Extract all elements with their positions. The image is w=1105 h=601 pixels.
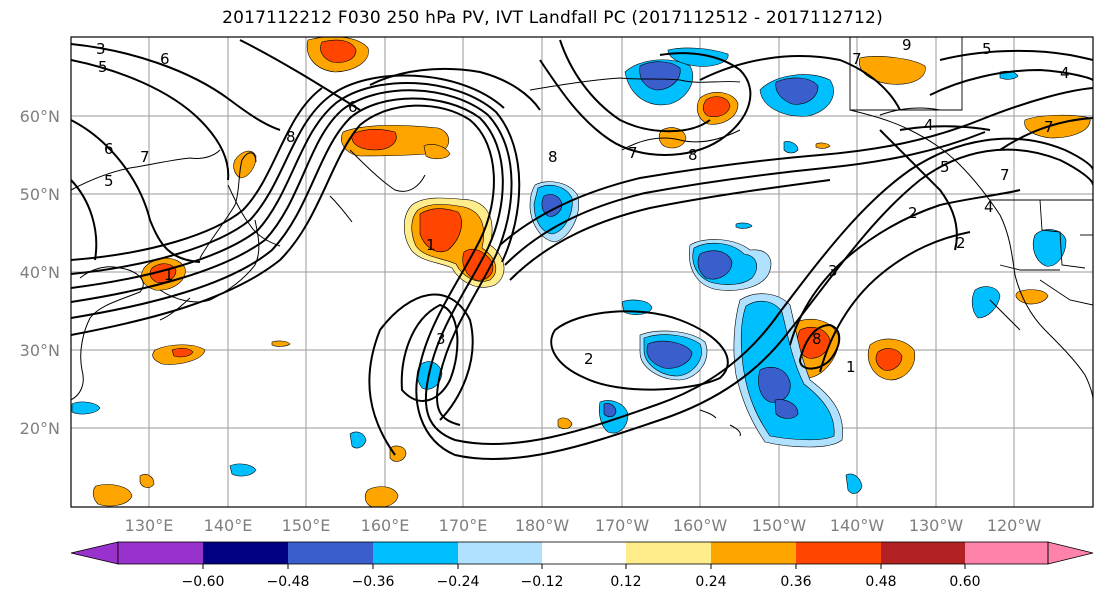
contour-label: 6 [160, 50, 170, 68]
contour-label: 4 [924, 116, 934, 134]
colorbar-tick: −0.60 [182, 574, 225, 590]
map-frame [70, 36, 1094, 508]
figure-title: 2017112212 F030 250 hPa PV, IVT Landfall… [222, 8, 883, 28]
lat-label-60n: 60°N [20, 107, 60, 126]
colorbar-bin [118, 542, 203, 564]
political-borders [849, 37, 1093, 306]
contour-label: 6 [348, 98, 358, 116]
contour-label: 1 [164, 266, 174, 284]
contour-label: 8 [812, 330, 822, 348]
colorbar-tick: 0.12 [610, 574, 641, 590]
contour-label: 5 [104, 172, 114, 190]
colorbar-bin [542, 542, 626, 564]
contour-label: 5 [982, 40, 992, 58]
colorbar-bin [965, 542, 1048, 564]
lat-label-30n: 30°N [20, 341, 60, 360]
contour-label: 4 [1060, 64, 1070, 82]
lon-label: 130°W [909, 516, 964, 535]
contour-label: 9 [902, 36, 912, 54]
lat-label-20n: 20°N [20, 419, 60, 438]
colorbar-tick: 0.60 [949, 574, 980, 590]
colorbar-bin [458, 542, 542, 564]
contour-label: 1 [426, 236, 436, 254]
colorbar-tick: 0.24 [695, 574, 726, 590]
lon-label: 120°W [987, 516, 1042, 535]
lon-label: 150°W [752, 516, 807, 535]
contour-label: 2 [956, 234, 966, 252]
pv-contour-labels: 3 5 6 7 6 5 6 8 9 7 5 4 4 7 8 8 7 7 5 4 … [96, 36, 1070, 376]
contour-label: 1 [846, 358, 856, 376]
lon-label: 170°E [439, 516, 488, 535]
lon-label: 150°E [282, 516, 331, 535]
contour-label: 2 [908, 204, 918, 222]
colorbar-bin [373, 542, 458, 564]
lon-label: 180°W [515, 516, 570, 535]
contour-label: 7 [628, 144, 638, 162]
lon-label: 130°E [125, 516, 174, 535]
contour-label: 5 [940, 158, 950, 176]
contour-label: 2 [584, 350, 594, 368]
latitude-labels: 60°N 50°N 40°N 30°N 20°N [20, 107, 60, 438]
lon-label: 140°W [830, 516, 885, 535]
contour-label: 8 [688, 146, 698, 164]
contour-label: 7 [1044, 118, 1054, 136]
lon-label: 140°E [204, 516, 253, 535]
colorbar-outline [117, 541, 1049, 565]
colorbar-tick: 0.36 [780, 574, 811, 590]
colorbar-extend-low [70, 541, 119, 565]
colorbar-tick: −0.48 [267, 574, 310, 590]
contour-label: 3 [96, 40, 106, 58]
colorbar-bin [288, 542, 373, 564]
colorbar-tick: −0.36 [352, 574, 395, 590]
colorbar-tick: −0.12 [521, 574, 564, 590]
colorbar-bin [203, 542, 288, 564]
contour-label: 4 [984, 198, 994, 216]
contour-label: 5 [98, 58, 108, 76]
contour-label: 7 [1000, 166, 1010, 184]
colorbar-bin [796, 542, 881, 564]
longitude-labels: 130°E 140°E 150°E 160°E 170°E 180°W 170°… [125, 516, 1042, 535]
colorbar-bin [711, 542, 796, 564]
contour-label: 8 [548, 148, 558, 166]
pv-contours [71, 39, 1093, 461]
contour-label: 6 [104, 140, 114, 158]
contour-label: 8 [286, 128, 296, 146]
colorbar-tick: 0.48 [865, 574, 896, 590]
lat-label-40n: 40°N [20, 263, 60, 282]
contour-label: 3 [828, 262, 838, 280]
lon-label: 160°W [673, 516, 728, 535]
colorbar-extend-high [1047, 541, 1094, 565]
colorbar-bin [881, 542, 965, 564]
colorbar-tick: −0.24 [437, 574, 480, 590]
colorbar: −0.60 −0.48 −0.36 −0.24 −0.12 0.12 0.24 … [70, 541, 1094, 590]
colorbar-bin [626, 542, 711, 564]
contour-label: 3 [436, 330, 446, 348]
lat-label-50n: 50°N [20, 185, 60, 204]
lon-label: 170°W [595, 516, 650, 535]
contour-label: 7 [852, 50, 862, 68]
lon-label: 160°E [361, 516, 410, 535]
contour-label: 7 [140, 148, 150, 166]
